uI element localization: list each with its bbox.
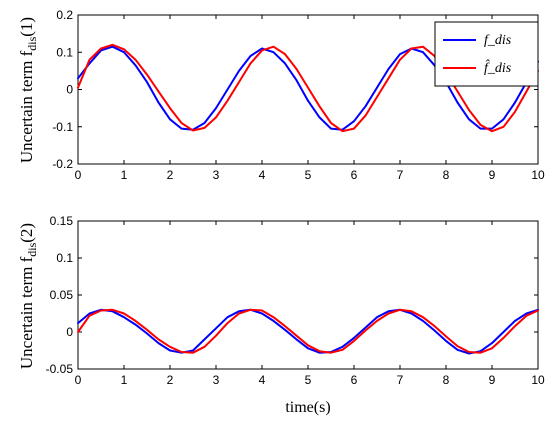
- x-tick-label: 4: [259, 373, 266, 387]
- x-tick-label: 3: [213, 373, 220, 387]
- y-tick-label: 0.1: [56, 251, 73, 265]
- x-tick-label: 2: [167, 373, 174, 387]
- x-tick-label: 5: [305, 373, 312, 387]
- x-tick-label: 7: [397, 373, 404, 387]
- bottom-y-axis-label: Uncertain term fdis(2): [17, 223, 39, 369]
- x-tick-label: 8: [443, 168, 450, 182]
- top-ticks: 0 1 2 3 4 5 6 7 8 9 10 -0.2 -0.1 0 0.1 0.2: [52, 8, 545, 182]
- x-tick-label: 4: [259, 168, 266, 182]
- y-tick-label: -0.05: [46, 362, 74, 376]
- x-tick-label: 8: [443, 373, 450, 387]
- x-tick-label: 5: [305, 168, 312, 182]
- top-series-lines: [77, 43, 539, 133]
- top-subplot: 0 1 2 3 4 5 6 7 8 9 10 -0.2 -0.1 0 0.1 0.2 Uncertain te…: [17, 8, 545, 182]
- series-line-fdis-hat: [77, 43, 539, 133]
- x-tick-label: 10: [531, 373, 545, 387]
- series-line-fdis: [77, 308, 539, 355]
- series-line-fdis: [77, 45, 539, 131]
- legend-label-fdis-hat: f̂_dis: [484, 59, 512, 76]
- x-tick-label: 6: [351, 168, 358, 182]
- y-tick-label: 0.2: [56, 8, 73, 22]
- legend: f_dis f̂_dis: [434, 21, 539, 87]
- x-tick-label: 9: [489, 168, 496, 182]
- x-tick-label: 0: [75, 168, 82, 182]
- y-tick-label: 0.15: [50, 214, 74, 228]
- y-tick-label: 0: [66, 83, 73, 97]
- x-tick-label: 2: [167, 168, 174, 182]
- y-tick-label: 0.05: [50, 288, 74, 302]
- y-tick-label: 0: [66, 325, 73, 339]
- x-tick-label: 1: [121, 373, 128, 387]
- bottom-series-lines: [77, 308, 539, 355]
- y-tick-label: 0.1: [56, 45, 73, 59]
- legend-box: [434, 21, 539, 87]
- y-tick-label: -0.2: [52, 157, 73, 171]
- x-axis-label: time(s): [285, 399, 330, 416]
- legend-label-fdis: f_dis: [484, 33, 512, 48]
- x-tick-label: 10: [531, 168, 545, 182]
- x-tick-label: 7: [397, 168, 404, 182]
- x-tick-label: 3: [213, 168, 220, 182]
- x-tick-label: 9: [489, 373, 496, 387]
- x-tick-label: 1: [121, 168, 128, 182]
- x-tick-label: 0: [75, 373, 82, 387]
- top-y-axis-label: Uncertain term fdis(1): [17, 17, 39, 163]
- x-tick-label: 6: [351, 373, 358, 387]
- series-line-fdis-hat: [77, 308, 539, 354]
- y-tick-label: -0.1: [52, 120, 73, 134]
